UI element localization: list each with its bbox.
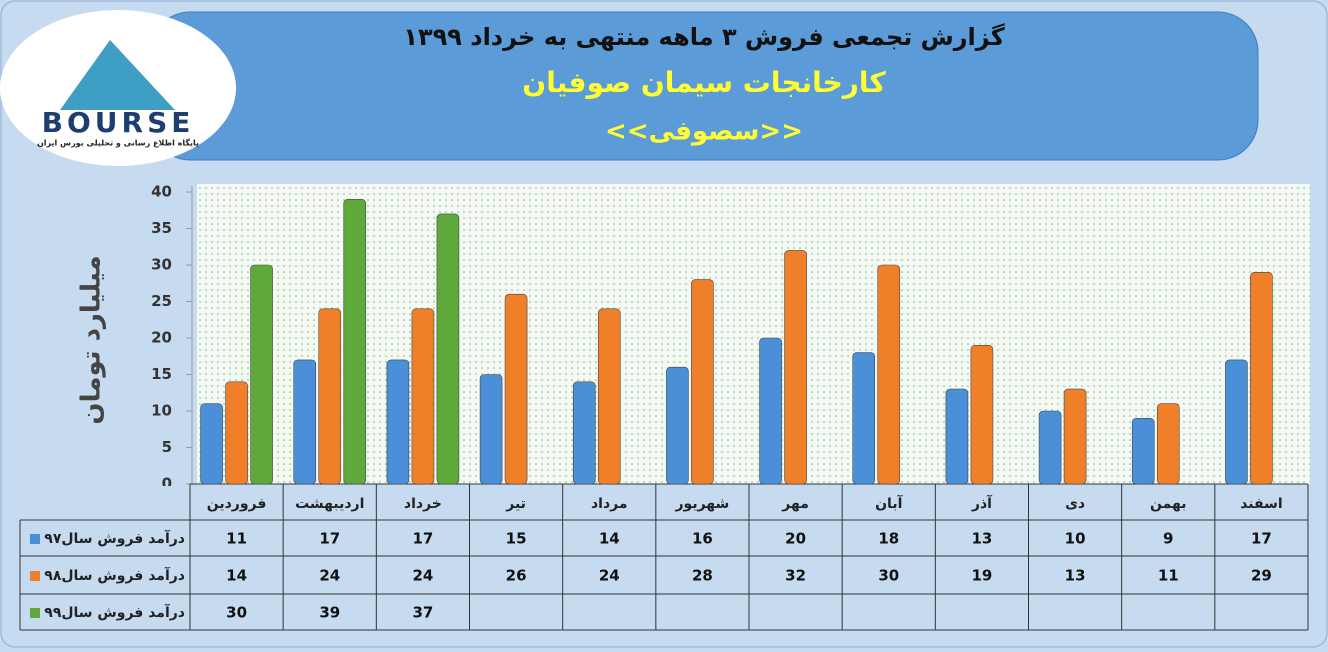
y-tick-label: 15 xyxy=(151,365,172,383)
x-tick-label: آذر xyxy=(971,494,993,512)
bar xyxy=(1131,417,1155,485)
y-tick-label: 20 xyxy=(151,329,172,347)
bar xyxy=(945,388,969,485)
logo-shape xyxy=(60,40,175,110)
x-tick-label: اسفند xyxy=(1240,496,1282,512)
table-value: 39 xyxy=(319,604,340,622)
bar xyxy=(852,352,876,485)
x-tick-label: مهر xyxy=(781,496,809,512)
x-tick-label: دی xyxy=(1065,496,1085,512)
bar xyxy=(504,293,528,485)
logo-subtitle: پایگاه اطلاع رسانی و تحلیلی بورس ایران xyxy=(37,138,199,149)
y-tick-label: 30 xyxy=(151,256,172,274)
bar xyxy=(759,337,782,485)
chart-title: گزارش تجمعی فروش ۳ ماهه منتهی به خرداد ۱… xyxy=(403,23,1004,51)
table-value: 19 xyxy=(971,567,992,585)
bar xyxy=(691,279,714,485)
bar xyxy=(597,308,621,485)
legend-swatch xyxy=(30,534,40,544)
x-tick-label: اردیبهشت xyxy=(295,496,364,512)
table-value: 28 xyxy=(692,567,713,585)
bar xyxy=(1225,359,1248,485)
table-value: 10 xyxy=(1065,530,1086,548)
table-value: 37 xyxy=(412,604,433,622)
y-tick-label: 10 xyxy=(151,402,172,420)
bar xyxy=(200,403,223,485)
bar xyxy=(436,213,460,485)
table-value: 24 xyxy=(599,567,620,585)
bar xyxy=(318,308,342,485)
x-tick-label: فروردین xyxy=(207,496,267,512)
y-tick-label: 40 xyxy=(151,183,172,201)
legend-swatch xyxy=(30,608,40,618)
table-bg xyxy=(20,486,1308,630)
table-value: 9 xyxy=(1163,530,1173,548)
table-value: 24 xyxy=(412,567,433,585)
bar xyxy=(1063,388,1087,485)
table-value: 17 xyxy=(319,530,340,548)
table-value: 30 xyxy=(878,567,899,585)
table-value: 20 xyxy=(785,530,806,548)
bar xyxy=(250,264,273,485)
x-tick-label: خرداد xyxy=(404,496,442,512)
bar xyxy=(572,381,596,485)
y-tick-label: 35 xyxy=(151,219,172,237)
table-value: 11 xyxy=(226,530,247,548)
bar xyxy=(784,250,807,485)
chart-subtitle: کارخانجات سیمان صوفیان xyxy=(522,66,886,99)
x-tick-label: بهمن xyxy=(1150,496,1186,512)
table-value: 15 xyxy=(506,530,527,548)
bar xyxy=(1156,403,1180,485)
legend-label: درآمد فروش سال۹۷ xyxy=(44,529,185,547)
table-value: 11 xyxy=(1158,567,1179,585)
bar xyxy=(479,374,503,485)
table-value: 16 xyxy=(692,530,713,548)
table-value: 29 xyxy=(1251,567,1272,585)
table-value: 14 xyxy=(226,567,247,585)
bar xyxy=(293,359,317,485)
table-value: 30 xyxy=(226,604,247,622)
legend-swatch xyxy=(30,571,40,581)
table-value: 18 xyxy=(878,530,899,548)
table-value: 14 xyxy=(599,530,620,548)
table-value: 13 xyxy=(1065,567,1086,585)
legend-label: درآمد فروش سال۹۸ xyxy=(44,566,185,584)
table-value: 13 xyxy=(971,530,992,548)
y-tick-label: 0 xyxy=(162,475,172,493)
bar xyxy=(343,199,367,485)
bar xyxy=(411,308,435,485)
x-tick-label: تیر xyxy=(505,496,526,512)
x-tick-label: شهریور xyxy=(675,496,730,512)
logo-text: BOURSE xyxy=(42,106,195,139)
bar xyxy=(1250,271,1273,485)
bar xyxy=(1038,410,1062,485)
symbol: <<سصوفی>> xyxy=(605,117,803,147)
plot-area xyxy=(197,184,1310,484)
bar xyxy=(970,344,994,485)
table-value: 17 xyxy=(1251,530,1272,548)
bar xyxy=(225,381,248,485)
legend-label: درآمد فروش سال۹۹ xyxy=(44,603,185,621)
y-tick-label: 5 xyxy=(162,438,172,456)
table-value: 26 xyxy=(506,567,527,585)
y-tick-label: 25 xyxy=(151,292,172,310)
table-value: 17 xyxy=(412,530,433,548)
x-tick-label: مرداد xyxy=(591,496,628,512)
bar xyxy=(666,366,689,485)
bar xyxy=(386,359,410,485)
y-axis-label: میلیارد تومان xyxy=(77,255,107,424)
bar xyxy=(877,264,901,485)
table-value: 24 xyxy=(319,567,340,585)
table-value: 32 xyxy=(785,567,806,585)
x-tick-label: آبان xyxy=(875,494,903,512)
